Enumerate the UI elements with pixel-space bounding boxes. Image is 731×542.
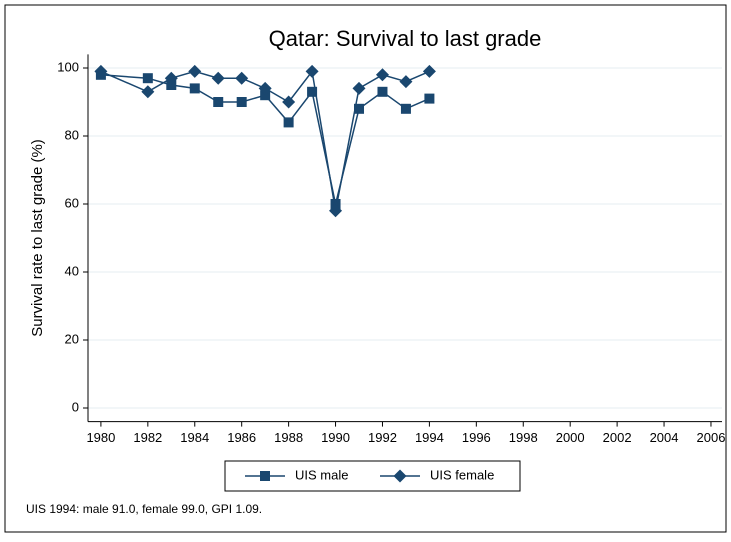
marker xyxy=(236,97,247,107)
marker xyxy=(422,64,436,78)
frame xyxy=(4,4,727,533)
x-tick-label: 1990 xyxy=(321,430,350,445)
x-tick-label: 1984 xyxy=(180,430,209,445)
y-tick-label: 0 xyxy=(72,399,79,414)
marker xyxy=(305,64,319,78)
marker xyxy=(258,81,272,95)
marker xyxy=(189,83,200,94)
x-tick-label: 2004 xyxy=(650,430,679,445)
marker xyxy=(213,97,224,107)
marker xyxy=(283,117,294,128)
x-tick-label: 1994 xyxy=(415,430,444,445)
chart-title: Qatar: Survival to last grade xyxy=(269,26,542,51)
marker xyxy=(260,90,271,101)
marker xyxy=(393,469,407,483)
marker xyxy=(330,199,341,209)
y-tick-label: 60 xyxy=(65,195,79,210)
marker xyxy=(211,71,225,85)
marker xyxy=(235,71,249,85)
x-tick-label: 1988 xyxy=(274,430,303,445)
marker xyxy=(141,85,155,99)
x-tick-label: 2002 xyxy=(603,430,632,445)
legend-label: UIS female xyxy=(430,467,494,482)
marker xyxy=(329,204,343,218)
y-tick-label: 80 xyxy=(65,127,79,142)
marker xyxy=(424,93,435,104)
x-tick-label: 1996 xyxy=(462,430,491,445)
x-tick-label: 1980 xyxy=(86,430,115,445)
marker xyxy=(377,86,388,97)
x-tick-label: 1982 xyxy=(133,430,162,445)
y-tick-label: 20 xyxy=(65,331,79,346)
y-axis-label: Survival rate to last grade (%) xyxy=(29,139,46,337)
marker xyxy=(164,71,178,85)
marker xyxy=(400,103,411,114)
legend-label: UIS male xyxy=(295,467,348,482)
y-tick-label: 100 xyxy=(57,59,79,74)
x-tick-label: 1992 xyxy=(368,430,397,445)
marker xyxy=(260,471,270,481)
marker xyxy=(352,81,366,95)
x-tick-label: 2000 xyxy=(556,430,585,445)
x-tick-label: 1986 xyxy=(227,430,256,445)
marker xyxy=(188,64,202,78)
y-tick-label: 40 xyxy=(65,263,79,278)
marker xyxy=(399,75,413,89)
marker xyxy=(282,95,296,109)
note: UIS 1994: male 91.0, female 99.0, GPI 1.… xyxy=(26,502,262,516)
marker xyxy=(375,68,389,82)
x-tick-label: 1998 xyxy=(509,430,538,445)
marker xyxy=(142,73,153,84)
marker xyxy=(94,64,108,78)
x-tick-label: 2006 xyxy=(697,430,726,445)
marker xyxy=(307,86,318,97)
marker xyxy=(354,103,365,114)
marker xyxy=(166,80,177,90)
